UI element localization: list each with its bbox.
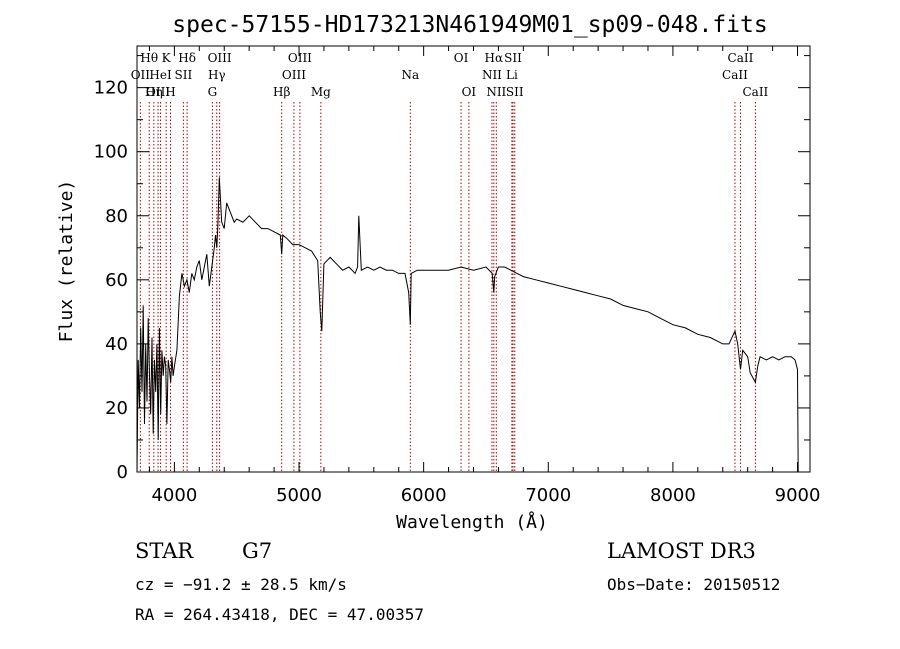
object-class: STAR (135, 539, 194, 563)
spectral-line-label: Hα (485, 51, 504, 65)
spectral-line-label: OIII (288, 51, 312, 65)
plot-frame (136, 45, 811, 473)
x-axis-label: Wavelength (Å) (396, 511, 548, 533)
spectral-line-label: SII (506, 85, 524, 99)
y-tick-label: 100 (94, 142, 128, 163)
spectral-line-label: Hη (145, 85, 163, 99)
spectral-line-label: OIII (208, 51, 232, 65)
axis-ticks: 4000 5000 6000 7000 8000 9000 0 20 40 60 80 100 120 (94, 46, 821, 506)
x-tick-label: 5000 (276, 485, 322, 506)
flux-spectrum-line (136, 177, 799, 473)
spectral-line-label: Mg (311, 85, 331, 99)
spectral-line-label: Hγ (208, 68, 226, 82)
chart-title: spec-57155-HD173213N461949M01_sp09-048.f… (172, 12, 767, 38)
y-tick-label: 0 (117, 462, 128, 483)
observation-date: Obs−Date: 20150512 (607, 575, 780, 594)
spectral-line-label: OI (462, 85, 477, 99)
spectral-line-label: NII (486, 85, 506, 99)
x-tick-label: 7000 (525, 485, 571, 506)
spectral-line-label: G (208, 85, 218, 99)
spectral-subclass: G7 (242, 539, 272, 563)
spectral-line-label: OI (454, 51, 469, 65)
x-tick-label: 8000 (650, 485, 696, 506)
x-tick-label: 6000 (401, 485, 447, 506)
spectral-line-label: CaII (722, 68, 748, 82)
spectral-line-label: OIII (282, 68, 306, 82)
redshift-velocity: cz = −91.2 ± 28.5 km/s (135, 575, 347, 594)
coordinates: RA = 264.43418, DEC = 47.00357 (135, 605, 424, 624)
spectral-line-label: Hβ (273, 85, 290, 99)
spectral-line-label: SII (175, 68, 193, 82)
spectral-line-label: OII (131, 68, 151, 82)
spectral-line-label: NII (482, 68, 502, 82)
y-tick-label: 40 (105, 334, 128, 355)
spectral-line-label: CaII (728, 51, 754, 65)
y-tick-label: 80 (105, 206, 128, 227)
spectral-line-label: Na (401, 68, 419, 82)
spectral-line-label: Li (506, 68, 518, 82)
spectral-line-label: CaII (742, 85, 768, 99)
spectral-line-label: HeI (149, 68, 172, 82)
y-tick-label: 60 (105, 270, 128, 291)
spectral-line-label: Hθ (140, 51, 158, 65)
y-tick-label: 20 (105, 398, 128, 419)
spectral-line-label: OIII (146, 85, 170, 99)
y-axis-label: Flux (relative) (56, 180, 77, 343)
spectral-line-label: SII (504, 51, 522, 65)
x-tick-label: 9000 (775, 485, 821, 506)
spectral-line-label: Hδ (178, 51, 196, 65)
y-tick-label: 120 (94, 78, 128, 99)
spectral-line-label: H (165, 85, 175, 99)
spectral-line-label: K (162, 51, 172, 65)
x-tick-label: 4000 (151, 485, 197, 506)
survey-name: LAMOST DR3 (607, 539, 756, 563)
